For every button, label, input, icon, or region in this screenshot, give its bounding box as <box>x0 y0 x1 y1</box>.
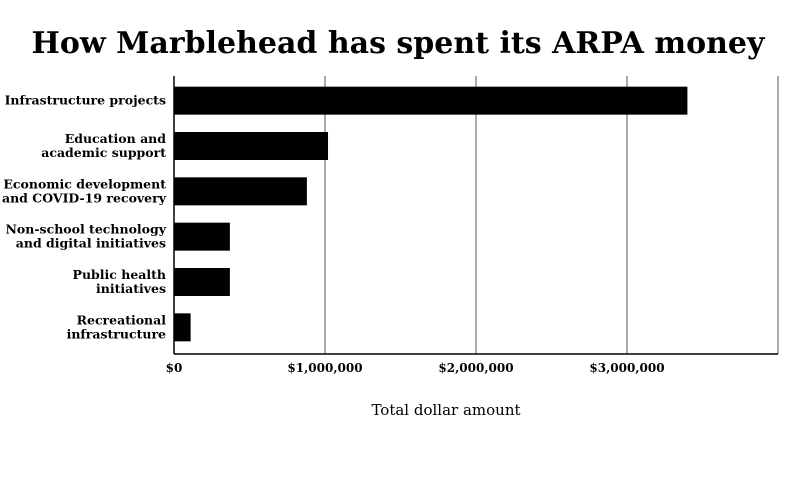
x-tick-label: $2,000,000 <box>438 361 513 375</box>
bars <box>174 86 688 342</box>
category-label: Education and <box>65 131 167 146</box>
category-label: initiatives <box>96 281 166 296</box>
category-label: Recreational <box>77 312 167 327</box>
bar <box>174 268 230 296</box>
category-label: Non-school technology <box>6 222 167 237</box>
bar <box>174 132 329 160</box>
category-label: Infrastructure projects <box>5 93 166 108</box>
bar <box>174 86 688 115</box>
bar <box>174 177 307 206</box>
category-label: academic support <box>41 145 166 160</box>
category-label: and digital initiatives <box>16 236 166 251</box>
bar <box>174 313 191 342</box>
gridlines <box>324 76 779 354</box>
chart-title: How Marblehead has spent its ARPA money <box>32 26 766 61</box>
category-labels: Infrastructure projects Education andacad… <box>2 93 167 342</box>
category-label: and COVID-19 recovery <box>2 190 167 205</box>
x-axis-title: Total dollar amount <box>371 401 520 419</box>
category-label: infrastructure <box>67 326 166 341</box>
x-tick-label: $3,000,000 <box>589 361 664 375</box>
bar <box>174 222 230 251</box>
x-tick-label: $0 <box>166 361 183 375</box>
category-label: Public health <box>73 267 166 282</box>
x-axis: $0 $1,000,000 $2,000,000 $3,000,000 <box>166 76 778 375</box>
x-tick-label: $1,000,000 <box>287 361 362 375</box>
category-label: Economic development <box>3 176 166 191</box>
